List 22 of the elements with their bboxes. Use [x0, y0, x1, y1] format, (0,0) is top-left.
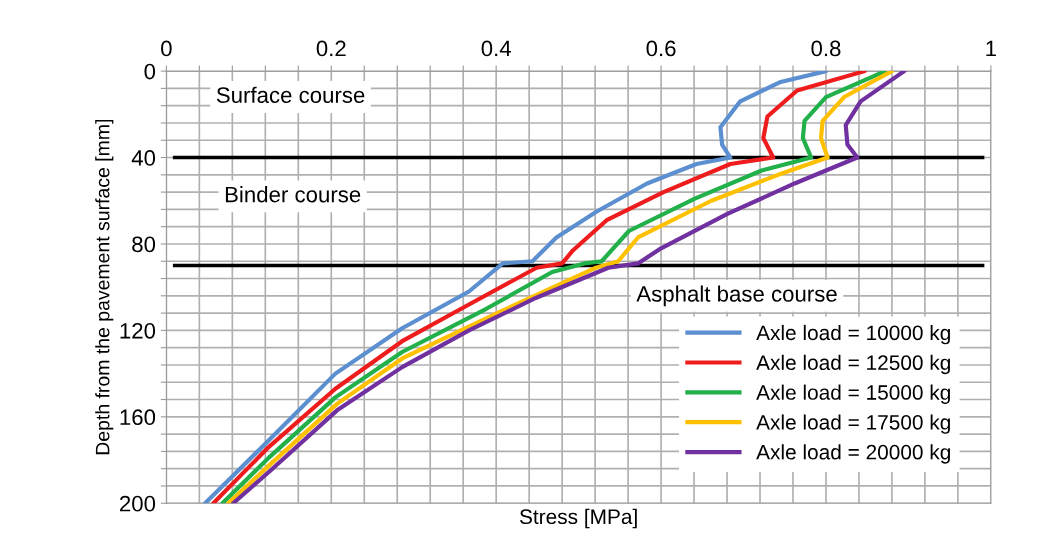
- x-tick-label: 0.2: [316, 40, 346, 57]
- annotation: Binder course: [225, 186, 361, 203]
- y-tick-label: 40: [131, 150, 156, 166]
- legend-label: Axle load = 10000 kg: [756, 324, 950, 345]
- legend-label: Axle load = 12500 kg: [756, 354, 950, 375]
- legend-label: Axle load = 17500 kg: [756, 414, 950, 434]
- x-axis-title: Stress [MPa]: [519, 508, 637, 529]
- x-tick-label: 0.8: [811, 40, 841, 57]
- y-tick-label: 200: [120, 495, 156, 512]
- legend-label: Axle load = 20000 kg: [756, 444, 950, 464]
- y-tick-label: 80: [132, 236, 156, 253]
- x-tick-label: 1: [986, 40, 996, 57]
- x-tick-label: 0.6: [646, 40, 676, 57]
- x-tick-label: 0.4: [481, 40, 511, 57]
- x-tick-label: 0: [161, 40, 172, 57]
- y-tick-label: 120: [120, 322, 156, 339]
- y-axis-title: Depth from the pavement surface [mm]: [95, 119, 114, 455]
- legend-label: Axle load = 15000 kg: [756, 384, 950, 404]
- y-tick-label: 160: [120, 409, 156, 426]
- annotation: Surface course: [216, 86, 365, 103]
- y-tick-label: 0: [144, 63, 156, 80]
- annotation: Asphalt base course: [636, 285, 837, 307]
